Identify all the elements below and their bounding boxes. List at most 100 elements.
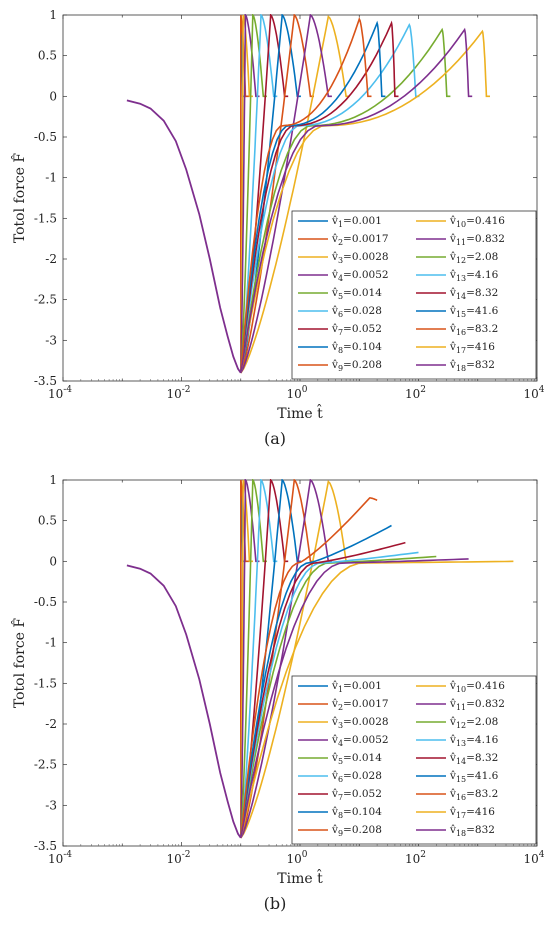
series-line-12: [240, 555, 437, 839]
y-tick-label: -2: [45, 717, 57, 731]
x-tick-label: 10-4: [48, 385, 72, 401]
x-tick-label: 100: [286, 850, 307, 866]
legend-label: v̂7=0.052: [331, 323, 382, 337]
legend-label: v̂2=0.0017: [331, 233, 389, 247]
panel-caption: (a): [264, 429, 286, 448]
legend-label: v̂10=0.416: [449, 680, 505, 694]
y-tick-label: -0.5: [34, 130, 57, 144]
y-tick-label: -3: [45, 798, 57, 812]
y-tick-label: -1: [45, 171, 57, 185]
legend-label: v̂17=416: [449, 341, 495, 355]
legend-box: [291, 675, 537, 845]
series-line-18: [240, 558, 469, 839]
legend-label: v̂15=41.6: [449, 305, 499, 319]
legend-label: v̂7=0.052: [331, 788, 382, 802]
legend-box: [291, 210, 537, 380]
legend-label: v̂17=416: [449, 806, 495, 820]
y-tick-label: -3.5: [34, 374, 57, 388]
x-tick-label: 104: [523, 850, 544, 866]
y-tick-label: -3: [45, 333, 57, 347]
y-tick-label: -2.5: [34, 293, 57, 307]
series-line-5: [240, 479, 267, 838]
y-axis-label: Totol force F̂: [10, 153, 28, 244]
legend-label: v̂8=0.104: [331, 806, 382, 820]
series-line-11: [240, 14, 332, 374]
common-descent-curve: [126, 564, 242, 839]
x-tick-label: 100: [286, 385, 307, 401]
y-tick-label: 1: [49, 8, 57, 22]
series-line-10: [240, 479, 350, 839]
legend-label: v̂11=0.832: [449, 698, 505, 712]
y-tick-label: 0: [49, 89, 57, 103]
y-tick-label: -1: [45, 636, 57, 650]
y-tick-label: -0.5: [34, 595, 57, 609]
legend-label: v̂11=0.832: [449, 233, 505, 247]
series-line-16: [240, 17, 372, 373]
legend-label: v̂6=0.028: [331, 305, 382, 319]
legend-label: v̂1=0.001: [331, 215, 382, 229]
y-tick-label: -3.5: [34, 839, 57, 853]
legend-label: v̂6=0.028: [331, 770, 382, 784]
legend-label: v̂2=0.0017: [331, 698, 389, 712]
series-group: [126, 479, 514, 839]
series-line-13: [240, 22, 420, 373]
legend-label: v̂16=83.2: [449, 323, 498, 337]
panel-a: 1 0.5 0 -0.5 -1 -1.5 -2 -2.5 -3 -3.510-4 10-2 100 10…: [10, 8, 544, 448]
x-tick-label: 10-2: [166, 385, 190, 401]
series-line-15: [240, 20, 386, 373]
legend-label: v̂13=4.16: [449, 269, 499, 283]
series-line-14: [240, 20, 399, 373]
y-axis-label: Totol force F̂: [10, 618, 28, 709]
legend-label: v̂12=2.08: [449, 716, 498, 730]
legend-label: v̂18=832: [449, 359, 495, 373]
x-tick-label: 102: [405, 850, 426, 866]
legend-label: v̂10=0.416: [449, 215, 505, 229]
legend-label: v̂15=41.6: [449, 770, 499, 784]
series-line-4: [240, 479, 260, 838]
legend: v̂1=0.001 v̂2=0.0017 v̂3=0.0028 v̂4=0.0052 v…: [291, 210, 537, 380]
legend-label: v̂9=0.208: [331, 824, 382, 838]
x-axis-label: Time t̂: [277, 868, 323, 887]
legend-label: v̂4=0.0052: [331, 269, 389, 283]
series-line-18: [240, 27, 473, 374]
y-tick-label: -1.5: [34, 676, 57, 690]
y-tick-label: 0.5: [38, 49, 57, 63]
x-tick-label: 10-2: [166, 850, 190, 866]
common-descent-curve: [126, 99, 242, 374]
legend-label: v̂5=0.014: [331, 752, 382, 766]
series-line-16: [240, 497, 378, 838]
y-tick-label: 0.5: [38, 514, 57, 528]
series-group: [126, 14, 490, 374]
legend-label: v̂18=832: [449, 824, 495, 838]
legend-label: v̂5=0.014: [331, 287, 382, 301]
legend-label: v̂3=0.0028: [331, 716, 389, 730]
series-line-17: [240, 29, 490, 374]
x-axis-label: Time t̂: [277, 403, 323, 422]
series-line-12: [240, 27, 451, 374]
panel-caption: (b): [264, 894, 287, 913]
legend-label: v̂14=8.32: [449, 287, 498, 301]
y-tick-label: -2.5: [34, 758, 57, 772]
legend-label: v̂3=0.0028: [331, 251, 389, 265]
y-tick-label: 0: [49, 554, 57, 568]
series-line-14: [240, 541, 406, 839]
y-tick-label: -1.5: [34, 211, 57, 225]
x-tick-label: 104: [523, 385, 544, 401]
panel-b: 1 0.5 0 -0.5 -1 -1.5 -2 -2.5 -3 -3.510-4 10-2 100 10…: [10, 473, 544, 913]
y-tick-label: -2: [45, 252, 57, 266]
series-line-6: [240, 479, 278, 839]
series-line-5: [240, 14, 267, 373]
legend: v̂1=0.001 v̂2=0.0017 v̂3=0.0028 v̂4=0.0052 v…: [291, 675, 537, 845]
legend-label: v̂4=0.0052: [331, 734, 389, 748]
series-line-11: [240, 479, 332, 839]
legend-label: v̂12=2.08: [449, 251, 498, 265]
legend-label: v̂9=0.208: [331, 359, 382, 373]
series-line-9: [240, 14, 314, 374]
legend-label: v̂14=8.32: [449, 752, 498, 766]
legend-label: v̂13=4.16: [449, 734, 499, 748]
y-tick-label: 1: [49, 473, 57, 487]
series-line-15: [240, 524, 392, 839]
legend-label: v̂1=0.001: [331, 680, 382, 694]
legend-label: v̂8=0.104: [331, 341, 382, 355]
